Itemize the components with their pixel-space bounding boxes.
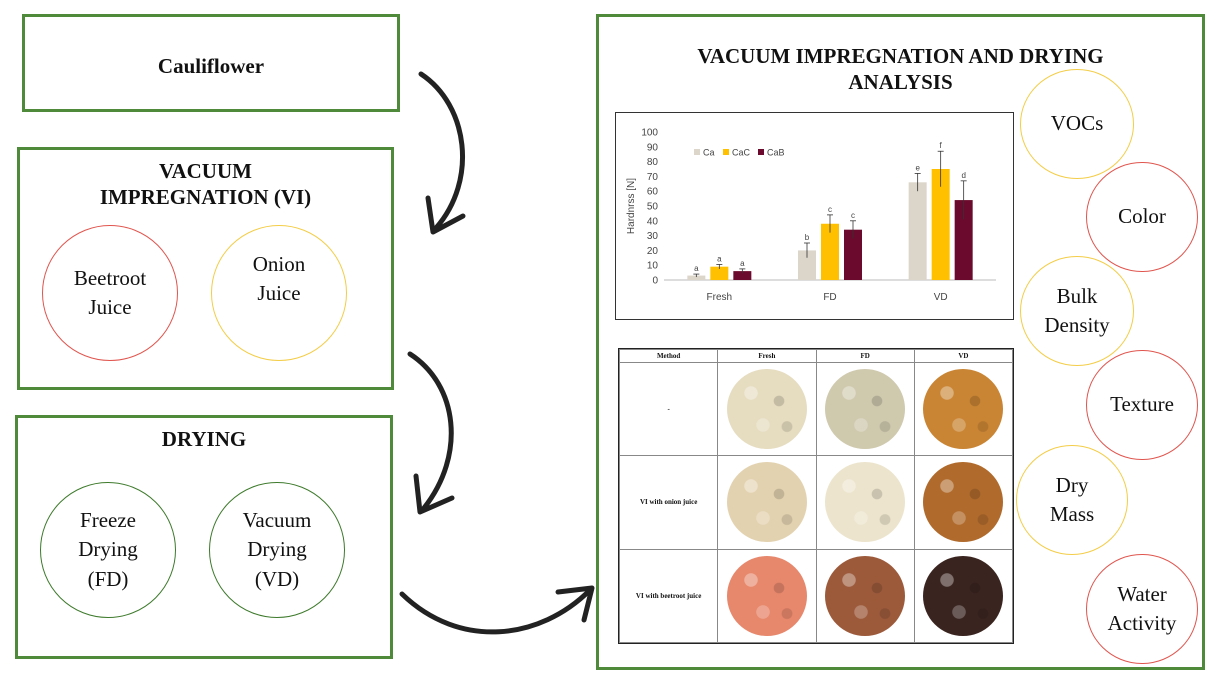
header-method: Method <box>618 349 719 363</box>
bar <box>844 229 862 280</box>
y-axis-label: Hardnrss [N] <box>626 178 637 234</box>
drying-title: DRYING <box>161 427 247 451</box>
y-tick-label: 70 <box>647 172 659 183</box>
bar <box>931 169 950 280</box>
y-tick-label: 0 <box>652 276 658 287</box>
row-label: VI with beetroot juice <box>618 548 719 644</box>
header-fd: FD <box>815 349 915 363</box>
sample-photo <box>825 555 906 636</box>
row-label: VI with onion juice <box>618 455 719 550</box>
legend-swatch <box>694 149 700 155</box>
row-label: - <box>618 361 719 457</box>
sample-photo <box>825 369 906 450</box>
cauliflower-box: Cauliflower <box>22 14 400 112</box>
bar <box>908 182 927 280</box>
analysis-title: VACUUM IMPREGNATION AND DRYING ANALYSIS <box>697 44 1104 95</box>
x-tick-label: Fresh <box>707 292 733 303</box>
photo-table-header-row: Method Fresh FD VD <box>618 349 1014 363</box>
sample-photo <box>923 462 1004 543</box>
significance-letter: b <box>805 233 810 242</box>
y-tick-label: 60 <box>647 187 659 198</box>
vocs-circle: VOCs <box>1020 69 1134 179</box>
legend-label: Ca <box>703 148 715 158</box>
vi-title: VACUUM IMPREGNATION (VI) <box>99 159 312 210</box>
bar <box>798 250 816 280</box>
vi-box: VACUUM IMPREGNATION (VI) Beetroot Juice … <box>17 147 394 390</box>
sample-photo <box>726 555 807 636</box>
beetroot-juice-circle: Beetroot Juice <box>42 225 178 361</box>
vacuum-drying-circle: Vacuum Drying (VD) <box>209 482 345 618</box>
table-row: VI with onion juice <box>618 455 1014 550</box>
significance-letter: f <box>940 141 943 150</box>
legend-label: CaC <box>732 148 751 158</box>
sample-photo <box>923 369 1004 450</box>
freeze-drying-circle: Freeze Drying (FD) <box>40 482 176 618</box>
hardness-chart: 0 10 20 30 40 50 60 70 80 90 100 Hardnrss [N] a a a Fre… <box>615 112 1014 320</box>
significance-letter: d <box>961 171 965 180</box>
y-tick-label: 90 <box>647 142 659 153</box>
bar <box>821 223 839 280</box>
bar <box>710 266 729 280</box>
significance-letter: a <box>717 254 722 263</box>
sample-photo <box>825 462 906 543</box>
photo-table: Method Fresh FD VD - VI with onion juice… <box>618 348 1014 644</box>
legend-label: CaB <box>767 148 785 158</box>
y-tick-label: 20 <box>647 246 659 257</box>
legend-swatch <box>758 149 764 155</box>
significance-letter: a <box>694 264 699 273</box>
legend-swatch <box>723 149 729 155</box>
onion-juice-circle: Onion Juice <box>211 225 347 361</box>
y-tick-label: 10 <box>647 261 659 272</box>
significance-letter: e <box>915 163 920 172</box>
cauliflower-label: Cauliflower <box>157 54 265 78</box>
bar <box>954 200 973 280</box>
significance-letter: c <box>851 211 855 220</box>
table-row: VI with beetroot juice <box>618 548 1014 644</box>
color-circle: Color <box>1086 162 1198 272</box>
bulk-density-circle: Bulk Density <box>1020 256 1134 366</box>
bar <box>687 275 706 280</box>
sample-photo <box>726 462 807 543</box>
header-fresh: Fresh <box>717 349 817 363</box>
significance-letter: c <box>828 205 832 214</box>
sample-photo <box>726 369 807 450</box>
bar <box>733 271 752 280</box>
y-tick-label: 30 <box>647 231 659 242</box>
drying-box: DRYING Freeze Drying (FD) Vacuum Drying … <box>15 415 393 659</box>
hardness-chart-svg: 0 10 20 30 40 50 60 70 80 90 100 Hardnrss [N] a a a Fre… <box>626 128 996 303</box>
table-row: - <box>618 361 1014 457</box>
significance-letter: a <box>740 259 745 268</box>
x-tick-label: VD <box>934 292 948 303</box>
dry-mass-circle: Dry Mass <box>1016 445 1128 555</box>
y-tick-label: 40 <box>647 216 659 227</box>
texture-circle: Texture <box>1086 350 1198 460</box>
x-tick-label: FD <box>823 292 836 303</box>
y-tick-label: 50 <box>647 202 659 213</box>
sample-photo <box>923 555 1004 636</box>
water-activity-circle: Water Activity <box>1086 554 1198 664</box>
y-tick-label: 100 <box>641 128 658 139</box>
y-tick-label: 80 <box>647 157 659 168</box>
header-vd: VD <box>913 349 1014 363</box>
